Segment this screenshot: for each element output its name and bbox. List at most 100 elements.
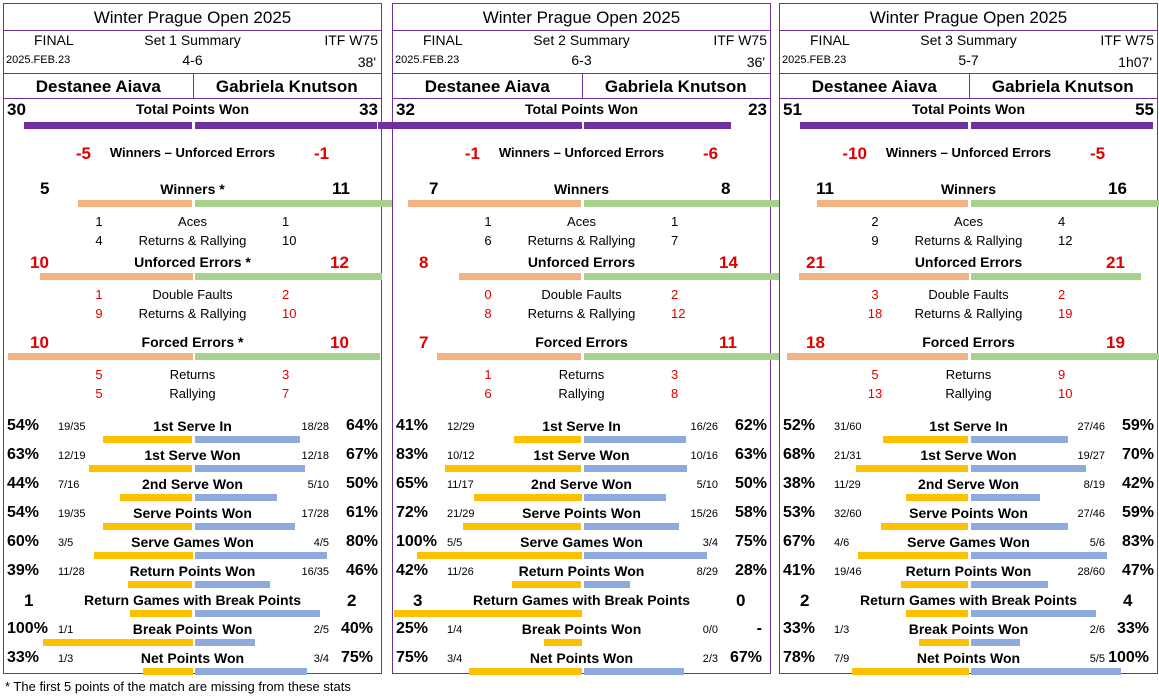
fe-bar-p1 xyxy=(787,353,969,360)
fe-p2: 10 xyxy=(330,333,349,352)
first-serve-in-bar-p2 xyxy=(194,436,301,443)
serve-points-won-p1-pct: 54% xyxy=(7,504,40,521)
w-ue-p2: -6 xyxy=(703,144,719,163)
total-bar-p1 xyxy=(378,122,582,129)
first-serve-won-bar-p1 xyxy=(856,465,969,472)
return-points-won-p1-count: 11/26 xyxy=(447,566,474,578)
first-serve-in-p1-count: 12/29 xyxy=(447,421,475,433)
set-summary-label: Set 1 Summary xyxy=(144,32,241,48)
ue-label: Unforced Errors xyxy=(527,254,636,270)
fe-returns-p1: 5 xyxy=(871,367,879,382)
match-date: 2025.FEB.23 xyxy=(782,54,847,66)
second-serve-won-p2-pct: 50% xyxy=(345,475,378,492)
player-1-name: Destanee Aiava xyxy=(35,77,161,96)
break-points-won-p2-count: 2/6 xyxy=(1089,624,1105,636)
first-serve-in-p2-count: 16/26 xyxy=(690,421,718,433)
set-summary-label: Set 2 Summary xyxy=(533,32,630,48)
player-names: Destanee Aiava Gabriela Knutson xyxy=(4,73,381,99)
aces-p2: 1 xyxy=(671,214,679,229)
total-points-p1: 51 xyxy=(783,100,802,119)
winners-rr-p2: 12 xyxy=(1058,233,1073,248)
winners-rr-p2: 10 xyxy=(282,233,297,248)
round-label: FINAL xyxy=(423,32,463,48)
first-serve-won-p2-count: 10/16 xyxy=(690,450,718,462)
serve-games-won-bar-p2 xyxy=(194,552,327,559)
fe-returns-label: Returns xyxy=(558,367,605,382)
ue-rr-p2: 10 xyxy=(282,306,297,321)
total-bar-p1 xyxy=(24,122,193,129)
net-points-won-p1-pct: 75% xyxy=(396,649,429,666)
return-points-won-label: Return Points Won xyxy=(518,563,645,579)
break-points-won-p1-count: 1/3 xyxy=(834,624,850,636)
serve-games-won-p2-count: 3/4 xyxy=(702,537,718,549)
winners-label: Winners xyxy=(940,181,997,197)
total-bar-p2 xyxy=(583,122,731,129)
break-points-won-p1-pct: 25% xyxy=(396,620,429,637)
first-serve-in-p2-pct: 64% xyxy=(345,417,378,434)
df-p2: 2 xyxy=(671,287,679,302)
break-points-won-bar-p1 xyxy=(42,639,193,646)
winners-bar-p1 xyxy=(407,200,582,207)
fe-bar-p2 xyxy=(194,353,380,360)
serve-games-won-p2-count: 4/5 xyxy=(313,537,329,549)
fe-returns-p2: 9 xyxy=(1058,367,1066,382)
first-serve-in-bar-p2 xyxy=(583,436,686,443)
set-panel-2: Winter Prague Open 2025 FINAL Set 2 Summar… xyxy=(378,3,810,675)
serve-games-won-p2-pct: 80% xyxy=(345,533,378,550)
fe-p2: 19 xyxy=(1106,333,1125,352)
second-serve-won-p1-pct: 38% xyxy=(783,475,816,492)
serve-points-won-label: Serve Points Won xyxy=(133,505,252,521)
second-serve-won-p2-pct: 42% xyxy=(1121,475,1154,492)
fe-rallying-p1: 5 xyxy=(95,386,103,401)
category-label: ITF W75 xyxy=(713,32,767,48)
second-serve-won-p1-count: 11/29 xyxy=(834,479,861,491)
aces-p1: 1 xyxy=(95,214,103,229)
first-serve-in-p2-count: 18/28 xyxy=(301,421,329,433)
return-points-won-p1-count: 19/46 xyxy=(834,566,862,578)
return-points-won-p1-pct: 41% xyxy=(783,562,816,579)
rgbp-bar-p1 xyxy=(906,610,969,617)
serve-games-won-bar-p1 xyxy=(416,552,582,559)
break-points-won-label: Break Points Won xyxy=(521,621,642,637)
df-p2: 2 xyxy=(1058,287,1066,302)
round-label: FINAL xyxy=(810,32,850,48)
total-bar-p2 xyxy=(970,122,1153,129)
first-serve-won-bar-p2 xyxy=(194,465,306,472)
fe-label: Forced Errors * xyxy=(141,334,244,350)
serve-points-won-label: Serve Points Won xyxy=(909,505,1028,521)
w-ue-p2: -5 xyxy=(1090,144,1106,163)
first-serve-in-bar-p1 xyxy=(882,436,969,443)
first-serve-in-p1-count: 31/60 xyxy=(834,421,862,433)
df-p1: 1 xyxy=(95,287,103,302)
first-serve-won-p1-pct: 63% xyxy=(7,446,40,463)
net-points-won-bar-p2 xyxy=(583,668,684,675)
aces-p2: 1 xyxy=(282,214,290,229)
df-p2: 2 xyxy=(282,287,290,302)
serve-points-won-bar-p2 xyxy=(194,523,296,530)
net-points-won-label: Net Points Won xyxy=(529,650,634,666)
df-label: Double Faults xyxy=(541,287,622,302)
return-points-won-label: Return Points Won xyxy=(129,563,256,579)
winners-rr-label: Returns & Rallying xyxy=(527,233,636,248)
break-points-won-bar-p2 xyxy=(194,639,255,646)
winners-bar-p2 xyxy=(194,200,450,207)
fe-p1: 7 xyxy=(419,333,429,352)
aces-p2: 4 xyxy=(1058,214,1066,229)
return-points-won-p2-pct: 46% xyxy=(345,562,378,579)
winners-label: Winners xyxy=(553,181,610,197)
return-points-won-p2-count: 28/60 xyxy=(1077,566,1105,578)
first-serve-in-p2-pct: 62% xyxy=(734,417,767,434)
winners-bar-p2 xyxy=(970,200,1159,207)
ue-p2: 12 xyxy=(330,253,349,272)
return-points-won-bar-p1 xyxy=(128,581,193,588)
set-duration: 36' xyxy=(746,54,765,70)
net-points-won-bar-p2 xyxy=(970,668,1121,675)
ue-bar-p2 xyxy=(970,273,1141,280)
total-points-label: Total Points Won xyxy=(911,101,1026,117)
serve-games-won-bar-p2 xyxy=(583,552,708,559)
rgbp-bar-p2 xyxy=(970,610,1097,617)
winners-rr-p1: 6 xyxy=(484,233,492,248)
second-serve-won-label: 2nd Serve Won xyxy=(142,476,243,492)
serve-games-won-p1-count: 3/5 xyxy=(58,537,74,549)
break-points-won-p2-pct: 33% xyxy=(1116,620,1149,637)
